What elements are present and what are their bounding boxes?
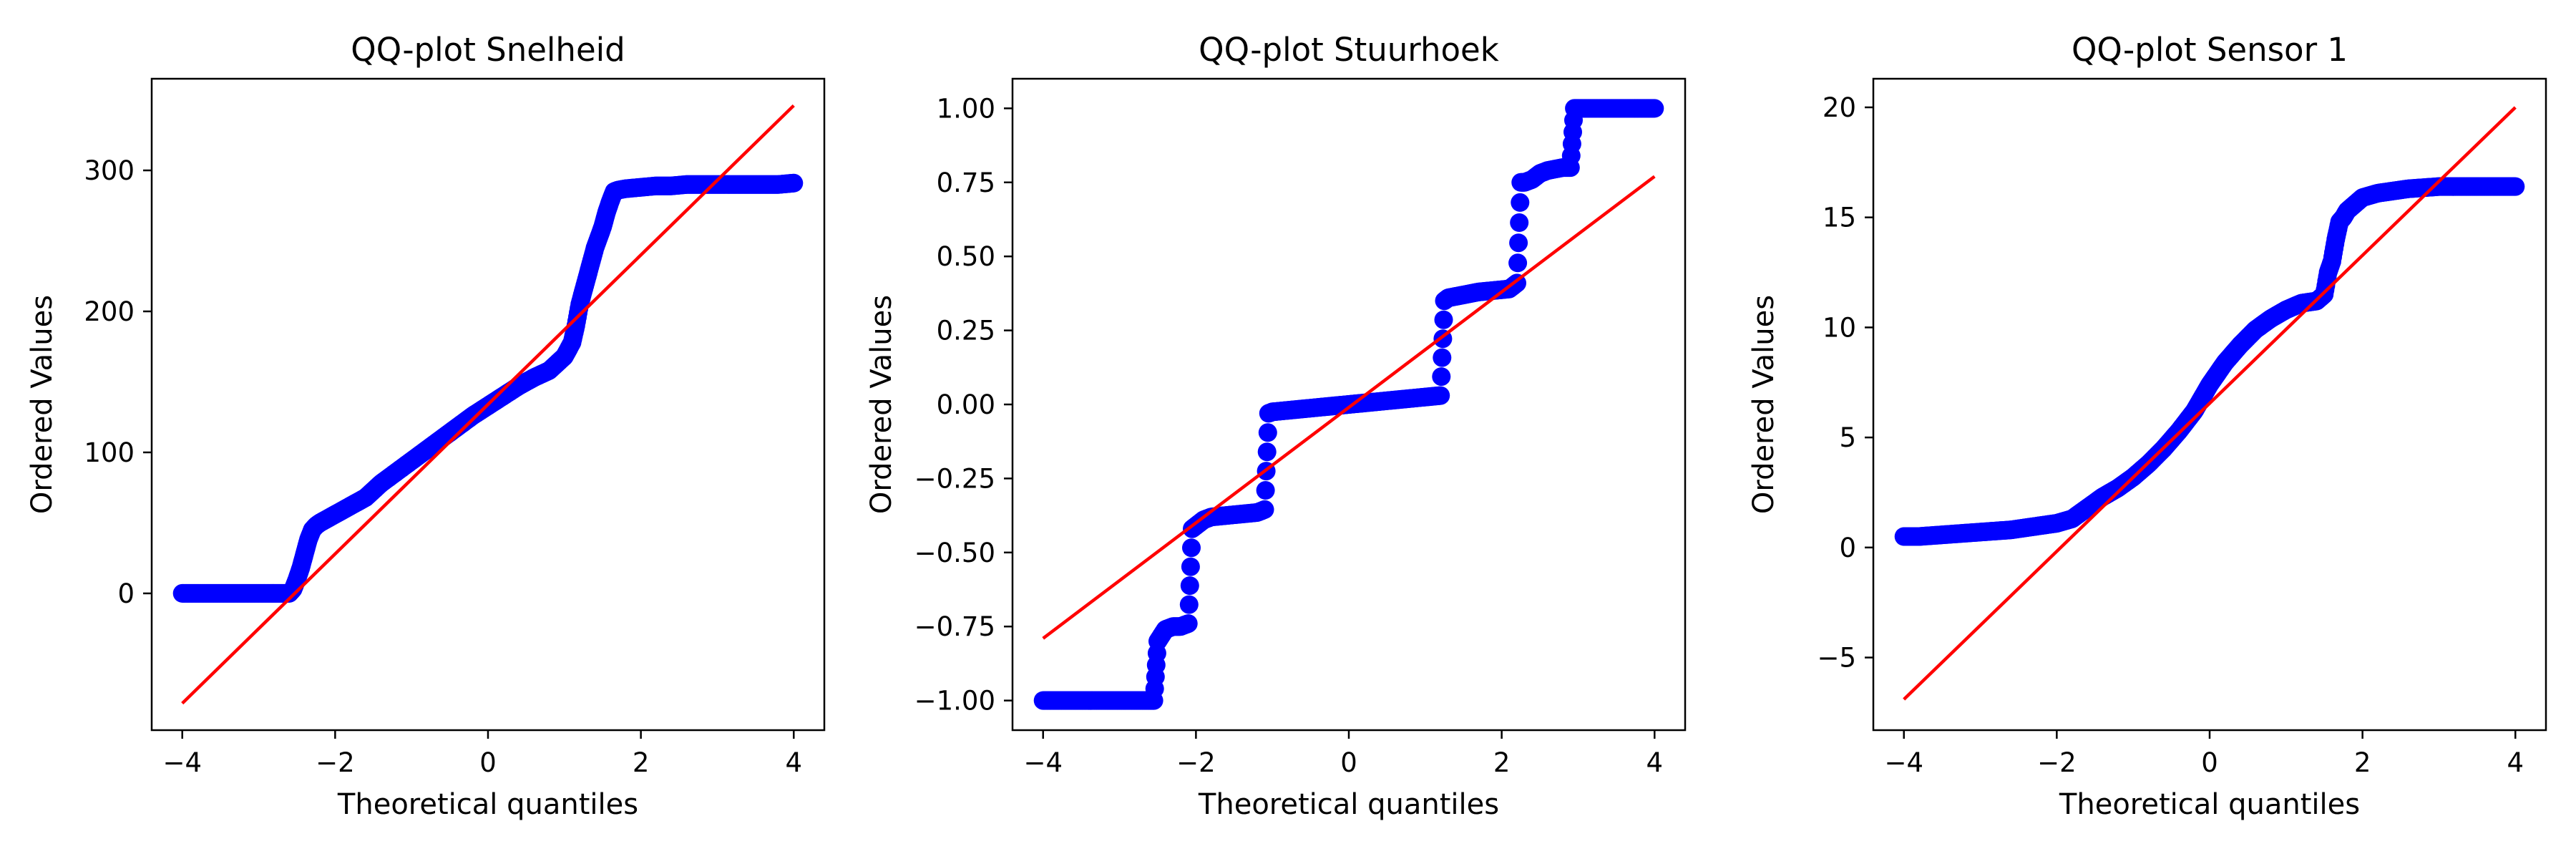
y-tick-label: 0.50 [937, 241, 995, 272]
x-tick-label: 2 [1493, 747, 1511, 778]
y-tick-label: 0.25 [937, 316, 995, 346]
x-tick-label: 4 [785, 747, 802, 778]
y-tick-label: −0.25 [914, 463, 995, 494]
y-tick-label: 0.75 [937, 168, 995, 198]
x-tick-label: −2 [1176, 747, 1216, 778]
data-point [1182, 538, 1201, 558]
y-tick-label: −5 [1817, 643, 1856, 674]
chart-title: QQ-plot Stuurhoek [1199, 31, 1499, 69]
x-tick-label: −2 [2037, 747, 2077, 778]
data-point [1433, 348, 1452, 367]
y-tick-label: 300 [84, 155, 135, 186]
fit-line [1903, 106, 2517, 701]
y-tick-label: 5 [1839, 422, 1856, 453]
y-tick-label: −1.00 [914, 686, 995, 717]
y-tick-label: 200 [84, 296, 135, 327]
y-axis-label: Ordered Values [865, 295, 898, 514]
y-axis-label: Ordered Values [1747, 295, 1780, 514]
x-tick-label: −4 [1023, 747, 1063, 778]
x-axis-label: Theoretical quantiles [1198, 788, 1499, 821]
data-point [1181, 557, 1200, 576]
y-tick-label: 0.00 [937, 389, 995, 420]
y-tick-label: 10 [1823, 312, 1856, 343]
data-point [2506, 177, 2525, 196]
y-tick-label: 20 [1823, 92, 1856, 123]
chart-panel-2: −4 −2 0 2 4 −1.00 −0.75 −0.50 −0.25 0.00 0.25 0.50 0… [865, 31, 1687, 821]
data-point [1510, 213, 1529, 232]
x-tick-label: 2 [2354, 747, 2371, 778]
fit-line [1042, 175, 1656, 640]
y-tick-label: −0.50 [914, 538, 995, 568]
data-point [1432, 367, 1451, 387]
data-point [1511, 193, 1530, 212]
x-tick-label: −4 [162, 747, 202, 778]
data-point [1179, 614, 1198, 634]
chart-panel-1: −4 −2 0 2 4 0 100 200 300 QQ-plot Snelheid Theoret… [26, 31, 826, 821]
y-tick-label: 15 [1823, 203, 1856, 233]
x-tick-label: 4 [2507, 747, 2524, 778]
chart-title: QQ-plot Sensor 1 [2072, 31, 2348, 69]
data-point [1508, 253, 1528, 273]
data-point [784, 173, 804, 193]
x-tick-label: 4 [1646, 747, 1663, 778]
y-tick-label: 0 [1839, 533, 1856, 563]
data-point [1258, 423, 1277, 442]
y-tick-label: −0.75 [914, 611, 995, 642]
data-point [1434, 310, 1453, 329]
x-tick-label: −2 [316, 747, 355, 778]
chart-panel-3: −4 −2 0 2 4 −5 0 5 10 15 20 QQ-plot Sensor 1 Theoret… [1747, 31, 2547, 821]
data-point [1645, 99, 1664, 118]
data-point [1256, 481, 1275, 500]
data-points [1894, 177, 2525, 546]
data-point [1257, 442, 1277, 462]
chart-title: QQ-plot Snelheid [351, 31, 625, 69]
x-axis-label: Theoretical quantiles [337, 788, 638, 821]
data-point [1431, 386, 1450, 405]
data-point [1180, 576, 1199, 596]
data-point [1179, 595, 1199, 614]
fit-line [181, 104, 795, 705]
data-points [1033, 99, 1664, 710]
y-axis-label: Ordered Values [26, 295, 59, 514]
data-point [1255, 500, 1274, 519]
y-tick-label: 1.00 [937, 93, 995, 124]
x-tick-label: 0 [479, 747, 497, 778]
x-axis-label: Theoretical quantiles [2059, 788, 2360, 821]
y-tick-label: 0 [117, 578, 135, 609]
data-points [172, 173, 804, 603]
y-tick-label: 100 [84, 437, 135, 468]
x-tick-label: 0 [1340, 747, 1357, 778]
x-tick-label: 2 [633, 747, 650, 778]
x-tick-label: 0 [2201, 747, 2218, 778]
x-tick-label: −4 [1884, 747, 1923, 778]
data-point [1509, 233, 1528, 253]
